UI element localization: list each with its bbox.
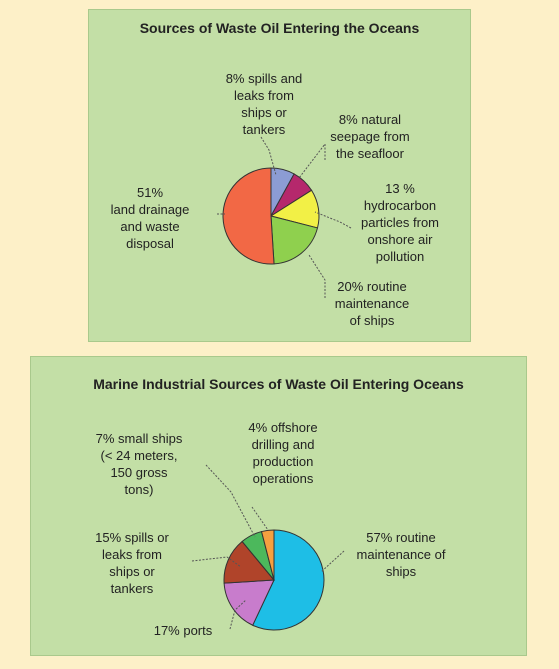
chart1-leader-line-1 (298, 142, 326, 179)
chart2-label-ports: 17% ports (153, 623, 213, 638)
chart1-leader-line-2 (314, 211, 352, 229)
chart2-slice-1 (223, 579, 275, 626)
chart1-label-land-drainage: 51% land drainage and waste disposal (110, 185, 190, 251)
chart1-label-routine-maintenance: 20% routine maintenance of ships (334, 279, 410, 328)
chart2-label-spills-leaks: 15% spills or leaks from ships or tanker… (95, 530, 169, 596)
chart2-leader-line-4 (251, 506, 269, 531)
chart2-slice-0 (252, 529, 325, 631)
chart2-leader-line-3 (205, 464, 256, 538)
chart1-leader-line-3 (308, 254, 326, 298)
chart2-leader-line-2 (191, 556, 242, 568)
chart1-svg (217, 136, 352, 298)
chart1-label-spills: 8% spills and leaks from ships or tanker… (225, 71, 303, 137)
chart2-title: Marine Industrial Sources of Waste Oil E… (93, 376, 464, 392)
chart2-svg (191, 464, 345, 631)
chart1-slice-4 (222, 167, 275, 265)
chart1-label-natural-seepage: 8% natural seepage from the seafloor (330, 112, 410, 161)
chart2-leader-line-1 (229, 599, 247, 630)
chart1-title: Sources of Waste Oil Entering the Oceans (139, 20, 420, 36)
chart1-label-hydrocarbon: 13 % hydrocarbon particles from onshore … (360, 181, 440, 264)
chart2-leader-line-0 (320, 550, 345, 573)
chart2-slice-4 (260, 529, 275, 581)
chart2-label-small-ships: 7% small ships (< 24 meters, 150 gross t… (95, 431, 183, 497)
chart-panel-waste-oil-sources: Sources of Waste Oil Entering the Oceans… (88, 9, 471, 342)
chart2-label-routine-maintenance: 57% routine maintenance of ships (356, 530, 446, 579)
chart1-slice-3 (270, 215, 319, 265)
chart-panel-marine-industrial-sources: Marine Industrial Sources of Waste Oil E… (30, 356, 527, 656)
chart2-label-offshore-drilling: 4% offshore drilling and production oper… (248, 420, 318, 486)
chart1-leader-line-0 (260, 136, 277, 176)
